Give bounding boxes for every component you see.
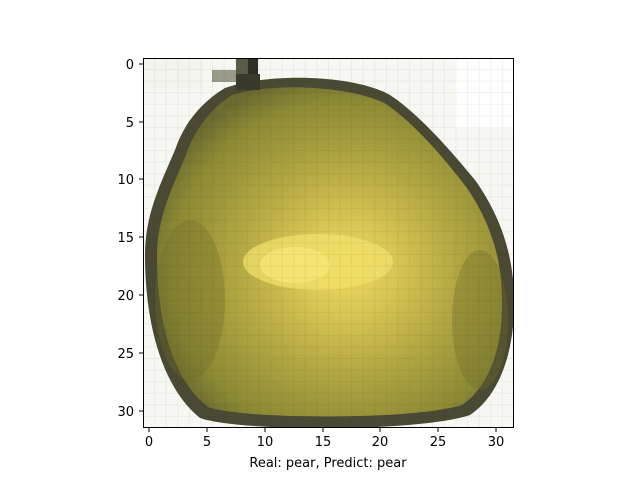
y-tick-label: 25 [117,347,134,362]
x-tick-label: 0 [145,435,153,450]
y-tick-label: 30 [117,405,134,420]
y-axis: 0 5 10 15 20 25 30 [117,58,143,420]
x-tick-label: 10 [257,435,274,450]
y-tick-label: 5 [126,116,134,131]
y-tick-label: 20 [117,289,134,304]
y-tick-label: 10 [117,173,134,188]
x-tick-label: 30 [488,435,505,450]
y-tick-label: 0 [126,58,134,73]
x-tick-label: 25 [430,435,447,450]
x-tick-label: 15 [315,435,332,450]
x-axis-label: Real: pear, Predict: pear [249,456,407,471]
axes-frame [143,58,514,428]
x-tick-label: 5 [203,435,211,450]
x-axis: 0 5 10 15 20 25 30 [145,428,504,450]
x-tick-label: 20 [372,435,389,450]
pear-image [143,58,514,428]
y-tick-label: 15 [117,231,134,246]
